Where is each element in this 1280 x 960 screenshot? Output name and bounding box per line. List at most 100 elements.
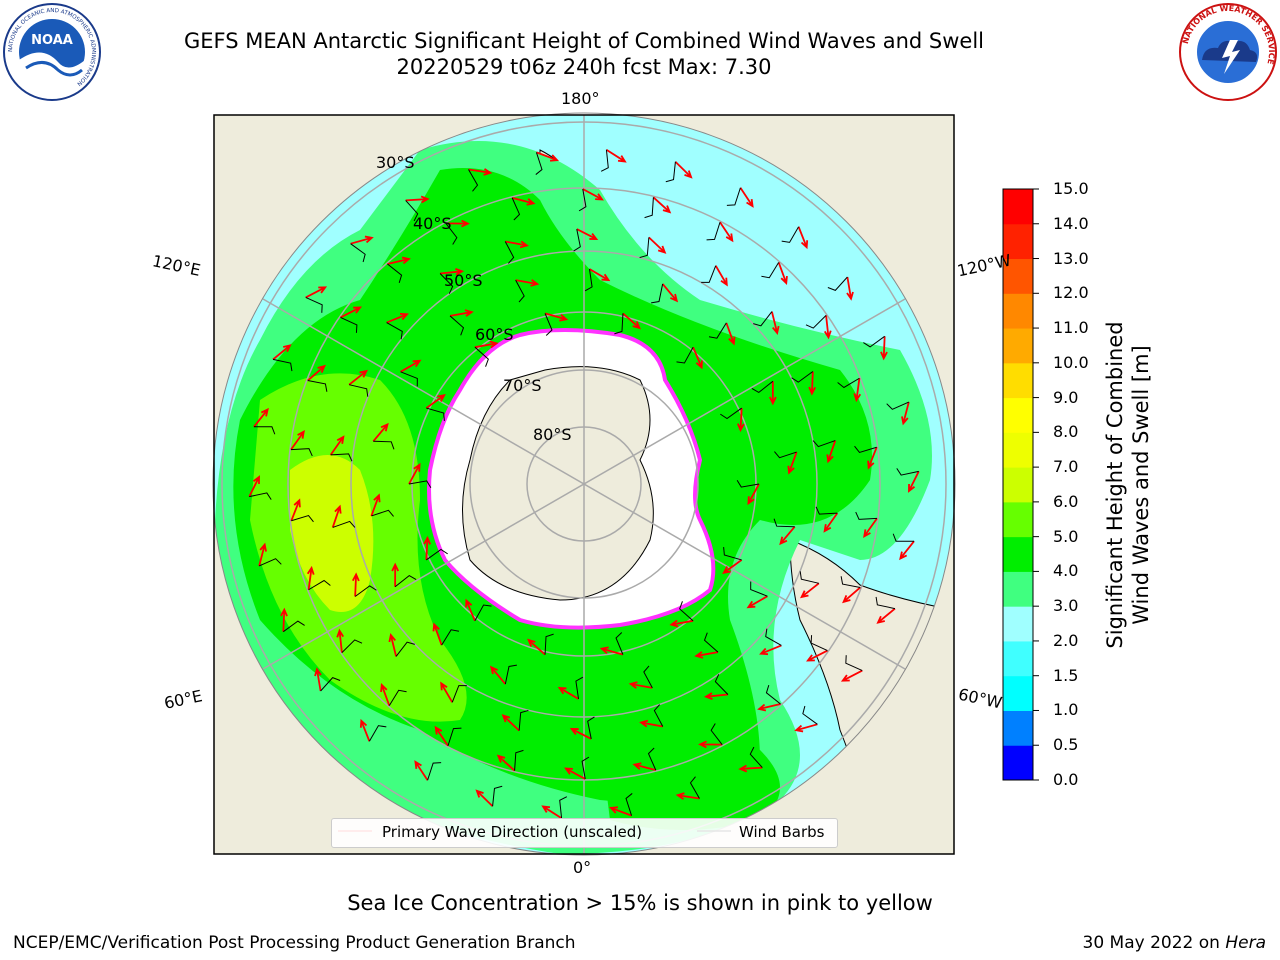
wind-barb xyxy=(354,585,377,597)
wind-barb xyxy=(855,511,878,520)
wave-direction-arrow xyxy=(722,559,743,574)
wave-direction-arrow xyxy=(632,762,657,772)
wave-direction-arrow xyxy=(771,311,780,335)
wave-direction-arrow xyxy=(840,669,863,682)
lat-label-30s: 30°S xyxy=(376,153,415,172)
wind-barb xyxy=(643,665,653,689)
legend-barb-label: Wind Barbs xyxy=(739,823,825,841)
wave-direction-arrow xyxy=(474,340,499,349)
wave-direction-arrow xyxy=(258,542,267,567)
nws-logo: NATIONAL WEATHER SERVICE xyxy=(1179,3,1277,101)
wave-direction-arrow xyxy=(434,725,449,747)
wind-barb xyxy=(445,223,458,245)
wind-barb xyxy=(892,533,915,542)
wave-direction-arrow xyxy=(787,451,798,475)
wind-barb xyxy=(578,188,587,212)
wind-barb xyxy=(559,796,568,819)
wave-direction-arrow xyxy=(609,806,632,817)
colorbar-segment xyxy=(1003,293,1033,329)
colorbar-segment xyxy=(1003,745,1033,781)
wind-barb xyxy=(886,401,910,410)
wave-direction-arrow xyxy=(628,681,653,689)
wave-direction-arrow xyxy=(768,381,777,406)
wave-direction-arrow xyxy=(779,526,796,546)
wind-barb xyxy=(854,445,877,454)
colorbar-tick-label: 6.0 xyxy=(1053,491,1079,511)
colorbar-tick-label: 0.5 xyxy=(1053,735,1079,755)
wave-direction-arrow xyxy=(359,718,371,742)
wave-direction-arrow xyxy=(808,371,817,396)
colorbar-tick-label: 11.0 xyxy=(1053,318,1089,338)
wave-zone-south-4to5 xyxy=(600,736,780,830)
wave-direction-arrow xyxy=(674,161,693,179)
wave-direction-arrow xyxy=(329,435,345,456)
wind-barb xyxy=(810,635,828,652)
wave-direction-arrow xyxy=(541,805,563,820)
wave-direction-arrow xyxy=(736,408,745,433)
wind-barb xyxy=(258,558,282,567)
wind-barb xyxy=(249,492,272,500)
map-frame xyxy=(213,114,955,855)
wave-direction-arrow xyxy=(648,236,667,254)
wind-barb xyxy=(468,169,479,192)
colorbar-tick-label: 13.0 xyxy=(1053,248,1089,268)
wave-direction-arrow xyxy=(853,378,862,403)
wind-barb xyxy=(373,440,395,450)
wind-barb xyxy=(753,311,773,327)
wind-barb xyxy=(584,268,593,292)
wave-direction-arrow xyxy=(348,369,368,386)
wave-direction-arrow xyxy=(372,422,389,442)
wind-barb xyxy=(805,315,827,329)
wind-barb xyxy=(447,727,462,746)
wave-direction-arrow xyxy=(468,168,493,176)
wind-barb xyxy=(573,229,581,252)
wind-barb xyxy=(761,262,780,279)
colorbar-tick-label: 12.0 xyxy=(1053,283,1089,303)
lat-label-50s: 50°S xyxy=(444,271,483,290)
wind-barb xyxy=(544,633,554,655)
wind-barb xyxy=(441,629,460,646)
wave-direction-arrow xyxy=(823,512,839,533)
wave-direction-arrow xyxy=(908,470,920,493)
wave-direction-arrow xyxy=(823,315,832,340)
wave-direction-arrow xyxy=(445,219,470,228)
wind-barb xyxy=(765,628,782,646)
wave-direction-arrow xyxy=(536,151,559,162)
colorbar-segment xyxy=(1003,432,1033,468)
lon-label-0: 0° xyxy=(573,858,592,877)
wind-barb xyxy=(504,664,517,685)
wave-direction-arrow xyxy=(305,286,328,299)
wave-direction-arrow xyxy=(564,767,586,780)
wind-barb xyxy=(799,571,819,584)
wind-barb xyxy=(600,149,609,172)
wind-barb xyxy=(676,346,694,364)
map-legend: Primary Wave Direction (unscaled) Wind B… xyxy=(331,818,838,848)
wind-barb xyxy=(665,161,676,183)
wind-barb xyxy=(283,620,305,633)
chart-title: GEFS MEAN Antarctic Significant Height o… xyxy=(183,29,985,53)
wave-direction-arrow xyxy=(692,346,703,370)
wave-direction-arrow xyxy=(661,283,679,303)
colorbar-segment xyxy=(1003,223,1033,260)
wave-direction-arrow xyxy=(496,754,516,772)
wave-direction-arrow xyxy=(675,792,700,800)
colorbar-tick-label: 3.0 xyxy=(1053,596,1079,616)
sea-ice-note: Sea Ice Concentration > 15% is shown in … xyxy=(347,891,933,915)
wave-direction-arrow xyxy=(290,430,305,451)
wave-direction-arrow xyxy=(331,504,342,528)
wind-barb xyxy=(812,440,836,448)
wave-direction-arrow xyxy=(408,462,421,485)
colorbar-segment xyxy=(1003,397,1033,433)
wind-barb xyxy=(714,674,729,695)
colorbar-tick-label: 5.0 xyxy=(1053,526,1079,546)
wind-barb xyxy=(679,601,694,622)
wave-direction-arrow xyxy=(669,619,694,628)
lat-label-70s: 70°S xyxy=(503,376,542,395)
wind-barb xyxy=(408,480,432,489)
colorbar-tick-label: 1.5 xyxy=(1053,665,1079,685)
wave-direction-arrow xyxy=(738,764,763,773)
wind-barb xyxy=(802,705,818,725)
wind-barb xyxy=(587,716,595,739)
colorbar-segment xyxy=(1003,328,1033,364)
wave-direction-arrow xyxy=(826,440,837,464)
